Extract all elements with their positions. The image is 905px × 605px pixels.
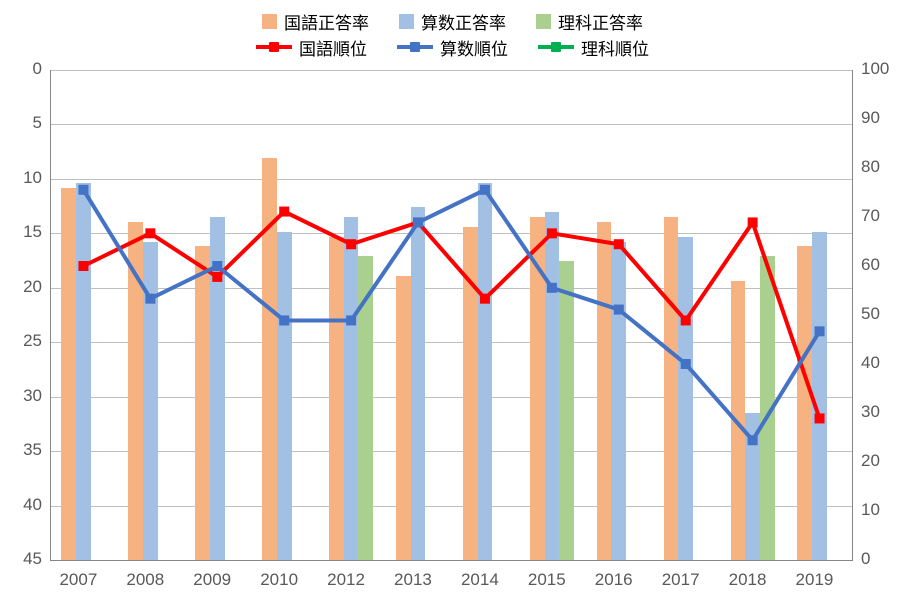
y-left-tick: 45 [23,549,42,569]
line-marker [480,294,490,304]
line-series [83,190,819,440]
y-left-tick: 30 [23,386,42,406]
x-tick: 2012 [327,570,365,590]
y-right-tick: 40 [861,353,880,373]
line-marker [614,239,624,249]
legend-row-lines: 国語順位 算数順位 理科順位 [256,34,649,60]
legend-label: 理科順位 [581,35,649,60]
swatch [256,45,292,49]
line-marker [547,228,557,238]
line-series [83,212,819,419]
y-left-tick: 10 [23,168,42,188]
chart-container: 国語正答率 算数正答率 理科正答率 国語順位 算数順位 理科順位 [0,0,905,605]
x-tick: 2014 [461,570,499,590]
line-marker [480,185,490,195]
line-marker [681,359,691,369]
legend-item-rika-bar: 理科正答率 [536,9,643,34]
y-left-tick: 5 [33,113,42,133]
line-marker [212,261,222,271]
legend-label: 理科正答率 [558,9,643,34]
line-layer [50,70,853,560]
line-marker [748,217,758,227]
line-marker [78,261,88,271]
line-marker [681,315,691,325]
y-right-tick: 70 [861,206,880,226]
line-marker [815,326,825,336]
x-tick: 2016 [595,570,633,590]
legend: 国語正答率 算数正答率 理科正答率 国語順位 算数順位 理科順位 [0,8,905,60]
swatch [397,45,433,49]
swatch [399,14,414,29]
legend-label: 国語正答率 [284,9,369,34]
y-right-tick: 0 [861,549,870,569]
y-right-tick: 90 [861,108,880,128]
legend-label: 国語順位 [299,35,367,60]
y-left-tick: 35 [23,440,42,460]
x-tick: 2017 [662,570,700,590]
y-right-tick: 20 [861,451,880,471]
line-marker [614,305,624,315]
x-tick: 2013 [394,570,432,590]
legend-label: 算数順位 [440,35,508,60]
legend-row-bars: 国語正答率 算数正答率 理科正答率 [262,8,643,34]
legend-item-kokugo-line: 国語順位 [256,35,367,60]
y-left-tick: 15 [23,222,42,242]
x-tick: 2008 [126,570,164,590]
line-marker [547,283,557,293]
legend-label: 算数正答率 [421,9,506,34]
y-right-tick: 50 [861,304,880,324]
swatch [536,14,551,29]
line-marker [748,435,758,445]
x-tick: 2019 [796,570,834,590]
x-tick: 2007 [59,570,97,590]
line-marker [279,207,289,217]
x-tick: 2015 [528,570,566,590]
axis-line [50,560,853,561]
y-left-tick: 25 [23,331,42,351]
plot-area [50,70,853,560]
line-marker [815,413,825,423]
line-marker [279,315,289,325]
y-left-tick: 0 [33,59,42,79]
y-right-tick: 80 [861,157,880,177]
line-marker [145,294,155,304]
y-right-tick: 100 [861,59,889,79]
legend-item-sansu-bar: 算数正答率 [399,9,506,34]
x-tick: 2010 [260,570,298,590]
swatch [262,14,277,29]
line-marker [413,217,423,227]
line-marker [346,239,356,249]
x-tick: 2018 [729,570,767,590]
y-left-tick: 40 [23,495,42,515]
legend-item-rika-line: 理科順位 [538,35,649,60]
line-marker [145,228,155,238]
swatch [538,45,574,49]
x-tick: 2009 [193,570,231,590]
legend-item-sansu-line: 算数順位 [397,35,508,60]
legend-item-kokugo-bar: 国語正答率 [262,9,369,34]
y-right-tick: 60 [861,255,880,275]
line-marker [78,185,88,195]
y-right-tick: 10 [861,500,880,520]
y-left-tick: 20 [23,277,42,297]
line-marker [212,272,222,282]
y-right-tick: 30 [861,402,880,422]
line-marker [346,315,356,325]
